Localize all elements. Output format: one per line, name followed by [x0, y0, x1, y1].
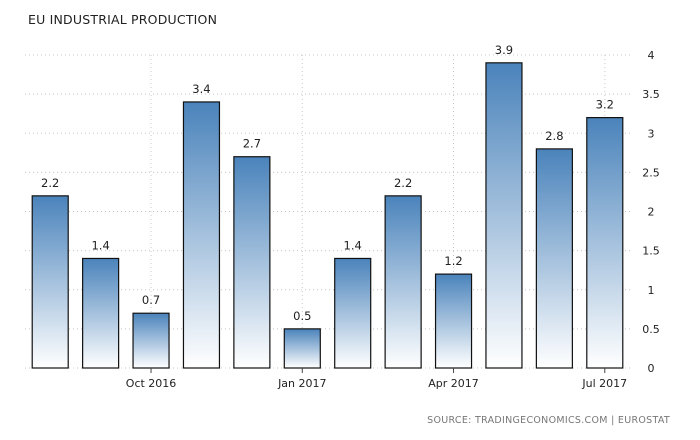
x-tick-label: Jul 2017 — [581, 377, 627, 390]
y-tick-label: 2 — [648, 206, 655, 219]
bar — [182, 101, 221, 369]
y-tick-label: 3.5 — [642, 88, 660, 101]
data-label: 3.2 — [596, 98, 614, 112]
chart-title: EU INDUSTRIAL PRODUCTION — [28, 12, 218, 27]
data-labels: 2.2 1.4 0.7 3.4 2.7 0.5 1.4 2.2 1.2 3.9 2.8 3.2 — [41, 43, 614, 323]
data-label: 2.2 — [394, 176, 412, 190]
data-label: 3.4 — [192, 82, 210, 96]
y-tick-label: 4 — [648, 49, 655, 62]
bar — [233, 156, 271, 369]
data-label: 0.7 — [142, 293, 160, 307]
source-note: SOURCE: TRADINGECONOMICS.COM | EUROSTAT — [427, 415, 670, 426]
bar — [283, 328, 321, 369]
bar — [31, 195, 69, 369]
x-tick-label: Oct 2016 — [126, 377, 177, 390]
bar — [586, 116, 624, 369]
data-label: 3.9 — [495, 43, 513, 57]
y-tick-label: 0 — [648, 362, 655, 375]
y-tick-label: 0.5 — [642, 323, 660, 336]
y-tick-label: 2.5 — [642, 166, 660, 179]
y-tick-label: 3 — [648, 127, 655, 140]
data-label: 1.4 — [344, 238, 362, 252]
y-tick-label: 1.5 — [642, 245, 660, 258]
y-axis-ticks: 0 0.5 1 1.5 2 2.5 3 3.5 4 — [642, 49, 660, 375]
data-label: 2.7 — [243, 137, 261, 151]
data-label: 2.8 — [545, 129, 563, 143]
bar — [485, 62, 523, 369]
data-label: 0.5 — [293, 309, 311, 323]
x-axis-ticks: Oct 2016 Jan 2017 Apr 2017 Jul 2017 — [126, 368, 627, 390]
x-tick-label: Jan 2017 — [277, 377, 326, 390]
data-label: 2.2 — [41, 176, 59, 190]
data-label: 1.4 — [91, 238, 109, 252]
bar — [334, 257, 372, 369]
bars — [31, 62, 624, 369]
bar — [384, 195, 422, 369]
bar — [82, 257, 120, 369]
data-label: 1.2 — [444, 254, 462, 268]
y-tick-label: 1 — [648, 284, 655, 297]
x-tick-label: Apr 2017 — [428, 377, 479, 390]
bar — [535, 148, 573, 369]
bar — [434, 273, 473, 369]
bar — [132, 312, 170, 369]
